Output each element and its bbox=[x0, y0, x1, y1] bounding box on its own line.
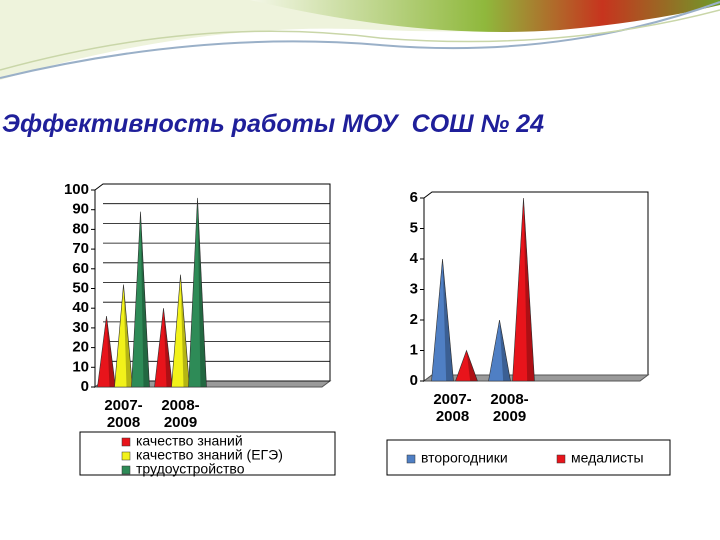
legend-swatch bbox=[121, 451, 131, 461]
decor bbox=[0, 9, 720, 71]
y-tick-label: 80 bbox=[72, 220, 89, 237]
cone-shade bbox=[180, 274, 190, 387]
back-wall bbox=[423, 191, 649, 382]
legend-label: медалисты bbox=[571, 450, 644, 466]
y-tick-label: 5 bbox=[410, 219, 418, 236]
y-tick-label: 0 bbox=[410, 372, 418, 389]
legend-label: качество знаний bbox=[136, 433, 243, 449]
legend-label: второгодники bbox=[421, 450, 508, 466]
y-tick-label: 100 bbox=[64, 181, 89, 198]
x-tick-label: 2007-2008 bbox=[104, 397, 143, 431]
back-wall bbox=[94, 183, 331, 388]
y-tick-label: 6 bbox=[410, 189, 418, 206]
y-tick-label: 2 bbox=[410, 311, 418, 328]
cone-shade bbox=[466, 350, 478, 381]
cone bbox=[154, 308, 173, 388]
cone bbox=[488, 319, 511, 382]
cone bbox=[455, 349, 478, 382]
y-tick-label: 4 bbox=[410, 250, 419, 267]
y-tick-label: 1 bbox=[410, 341, 418, 358]
cone bbox=[131, 211, 150, 388]
y-tick-label: 40 bbox=[72, 299, 89, 316]
legend-label: качество знаний (ЕГЭ) bbox=[136, 447, 283, 463]
y-tick-label: 60 bbox=[72, 260, 89, 277]
y-tick-label: 3 bbox=[410, 280, 418, 297]
legend-box bbox=[386, 439, 671, 476]
cone-shade bbox=[123, 284, 133, 387]
y-tick-label: 30 bbox=[72, 319, 89, 336]
y-tick-label: 10 bbox=[72, 358, 89, 375]
cone-shade bbox=[163, 308, 173, 387]
cone-shade bbox=[499, 320, 511, 381]
legend-swatch bbox=[556, 454, 566, 464]
cone-shade bbox=[197, 197, 207, 387]
cone bbox=[114, 284, 133, 388]
cone bbox=[431, 258, 454, 382]
legend-swatch bbox=[121, 437, 131, 447]
y-tick-label: 90 bbox=[72, 201, 89, 218]
cone bbox=[188, 197, 207, 388]
y-tick-label: 0 bbox=[81, 378, 89, 395]
cone bbox=[97, 316, 116, 388]
legend-label: трудоустройство bbox=[136, 461, 245, 477]
floor bbox=[422, 374, 650, 382]
cone bbox=[512, 197, 535, 382]
slide-title: Эффективность работы МОУ СОШ № 24 bbox=[2, 110, 544, 138]
x-tick-label: 2007-2008 bbox=[433, 391, 472, 425]
decor bbox=[250, 0, 720, 32]
cone-shade bbox=[106, 316, 116, 387]
cone-shade bbox=[442, 259, 454, 381]
legend-swatch bbox=[406, 454, 416, 464]
cone bbox=[171, 274, 190, 388]
y-tick-label: 70 bbox=[72, 240, 89, 257]
cone-shade bbox=[523, 198, 535, 381]
cone-shade bbox=[140, 211, 150, 387]
y-tick-label: 50 bbox=[72, 279, 89, 296]
legend-swatch bbox=[121, 465, 131, 475]
y-tick-label: 20 bbox=[72, 339, 89, 356]
x-tick-label: 2008-2009 bbox=[490, 391, 529, 425]
x-tick-label: 2008-2009 bbox=[161, 397, 200, 431]
